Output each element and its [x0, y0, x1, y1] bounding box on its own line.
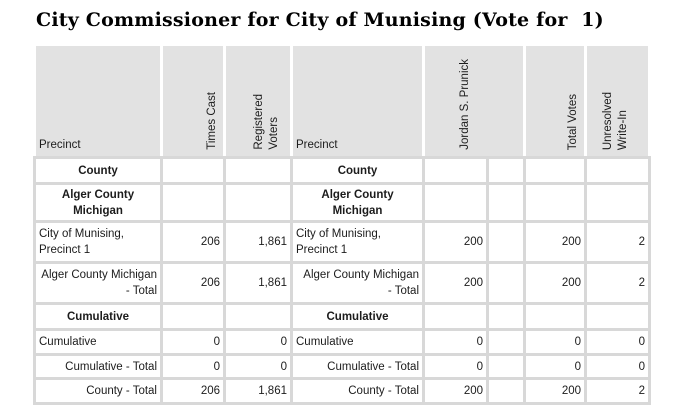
spacer-cell — [486, 261, 526, 305]
group-row-alger-county: Alger County Michigan — [33, 182, 293, 223]
candidate-votes-cell: 200 — [422, 377, 489, 405]
total-votes-cell: 200 — [523, 220, 587, 264]
unresolved-write-in-cell: 0 — [584, 328, 651, 356]
data-row-cumulative-total: Cumulative - Total 0 0 — [33, 353, 293, 380]
total-votes-cell: 0 — [523, 353, 587, 380]
data-row-alger-total: Alger County Michigan - Total 206 1,861 — [33, 261, 293, 305]
unresolved-write-in-cell: 2 — [584, 220, 651, 264]
group-row-cumulative: Cumulative — [290, 302, 651, 331]
times-cast-column-header: Times Cast — [160, 43, 226, 159]
candidate-votes-cell: 200 — [422, 261, 489, 305]
spacer-cell — [486, 353, 526, 380]
precinct-label-cell: City of Munising, Precinct 1 — [33, 220, 163, 264]
empty-cell — [584, 302, 651, 331]
turnout-table: Precinct Times Cast Registered Voters Co… — [33, 43, 293, 405]
group-label-cell: County — [290, 156, 425, 185]
group-row-alger-county: Alger County Michigan — [290, 182, 651, 223]
empty-cell — [160, 182, 226, 223]
empty-cell — [160, 302, 226, 331]
group-label-cell: Cumulative — [290, 302, 425, 331]
precinct-label-cell: County - Total — [290, 377, 425, 405]
empty-cell — [422, 156, 489, 185]
precinct-column-header: Precinct — [290, 43, 425, 159]
data-row-alger-total: Alger County Michigan - Total 200 200 2 — [290, 261, 651, 305]
header-row: Precinct Times Cast Registered Voters — [33, 43, 293, 159]
data-row-city-of-munising: City of Munising, Precinct 1 200 200 2 — [290, 220, 651, 264]
registered-voters-cell: 1,861 — [223, 220, 293, 264]
empty-cell — [223, 182, 293, 223]
candidate-header-label: Jordan S. Prunick — [459, 59, 471, 150]
data-row-cumulative: Cumulative 0 0 — [33, 328, 293, 356]
candidate-votes-cell: 0 — [422, 328, 489, 356]
spacer-cell — [486, 182, 526, 223]
registered-voters-cell: 1,861 — [223, 377, 293, 405]
empty-cell — [422, 182, 489, 223]
total-votes-column-header: Total Votes — [523, 43, 587, 159]
precinct-column-header: Precinct — [33, 43, 163, 159]
empty-cell — [523, 182, 587, 223]
group-row-county: County — [290, 156, 651, 185]
precinct-label-cell: City of Munising, Precinct 1 — [290, 220, 425, 264]
empty-cell — [584, 182, 651, 223]
spacer-cell — [486, 377, 526, 405]
unresolved-write-in-header-label: Unresolved Write-In — [602, 91, 629, 150]
data-row-cumulative-total: Cumulative - Total 0 0 0 — [290, 353, 651, 380]
spacer-cell — [486, 156, 526, 185]
data-row-county-total: County - Total 200 200 2 — [290, 377, 651, 405]
candidate-votes-cell: 0 — [422, 353, 489, 380]
spacer-cell — [486, 328, 526, 356]
empty-cell — [422, 302, 489, 331]
header-row: Precinct Jordan S. Prunick Total Votes U… — [290, 43, 651, 159]
empty-cell — [160, 156, 226, 185]
total-votes-cell: 0 — [523, 328, 587, 356]
unresolved-write-in-cell: 2 — [584, 377, 651, 405]
registered-voters-column-header: Registered Voters — [223, 43, 293, 159]
unresolved-write-in-cell: 2 — [584, 261, 651, 305]
precinct-label-cell: Cumulative - Total — [290, 353, 425, 380]
group-label-cell: Alger County Michigan — [290, 182, 425, 223]
registered-voters-header-label: Registered Voters — [253, 94, 280, 150]
candidate-votes-cell: 200 — [422, 220, 489, 264]
precinct-label-cell: Cumulative — [290, 328, 425, 356]
empty-cell — [523, 302, 587, 331]
group-label-cell: County — [33, 156, 163, 185]
times-cast-cell: 206 — [160, 220, 226, 264]
precinct-label-cell: Cumulative - Total — [33, 353, 163, 380]
group-label-cell: Alger County Michigan — [33, 182, 163, 223]
empty-cell — [223, 302, 293, 331]
group-label-cell: Cumulative — [33, 302, 163, 331]
total-votes-cell: 200 — [523, 261, 587, 305]
group-row-county: County — [33, 156, 293, 185]
empty-cell — [223, 156, 293, 185]
registered-voters-cell: 0 — [223, 328, 293, 356]
precinct-label-cell: County - Total — [33, 377, 163, 405]
data-row-cumulative: Cumulative 0 0 0 — [290, 328, 651, 356]
candidate-column-header: Jordan S. Prunick — [422, 43, 526, 159]
spacer-cell — [486, 220, 526, 264]
times-cast-cell: 0 — [160, 353, 226, 380]
data-row-city-of-munising: City of Munising, Precinct 1 206 1,861 — [33, 220, 293, 264]
times-cast-cell: 206 — [160, 377, 226, 405]
group-row-cumulative: Cumulative — [33, 302, 293, 331]
precinct-label-cell: Alger County Michigan - Total — [33, 261, 163, 305]
precinct-label-cell: Alger County Michigan - Total — [290, 261, 425, 305]
unresolved-write-in-column-header: Unresolved Write-In — [584, 43, 651, 159]
unresolved-write-in-cell: 0 — [584, 353, 651, 380]
candidate-votes-table: Precinct Jordan S. Prunick Total Votes U… — [290, 43, 651, 405]
spacer-cell — [486, 302, 526, 331]
times-cast-cell: 206 — [160, 261, 226, 305]
registered-voters-cell: 0 — [223, 353, 293, 380]
times-cast-cell: 0 — [160, 328, 226, 356]
total-votes-cell: 200 — [523, 377, 587, 405]
data-row-county-total: County - Total 206 1,861 — [33, 377, 293, 405]
page-title: City Commissioner for City of Munising (… — [36, 9, 604, 31]
total-votes-header-label: Total Votes — [567, 93, 579, 150]
empty-cell — [523, 156, 587, 185]
empty-cell — [584, 156, 651, 185]
results-tables: Precinct Times Cast Registered Voters Co… — [33, 43, 651, 405]
precinct-label-cell: Cumulative — [33, 328, 163, 356]
times-cast-header-label: Times Cast — [206, 92, 218, 150]
registered-voters-cell: 1,861 — [223, 261, 293, 305]
